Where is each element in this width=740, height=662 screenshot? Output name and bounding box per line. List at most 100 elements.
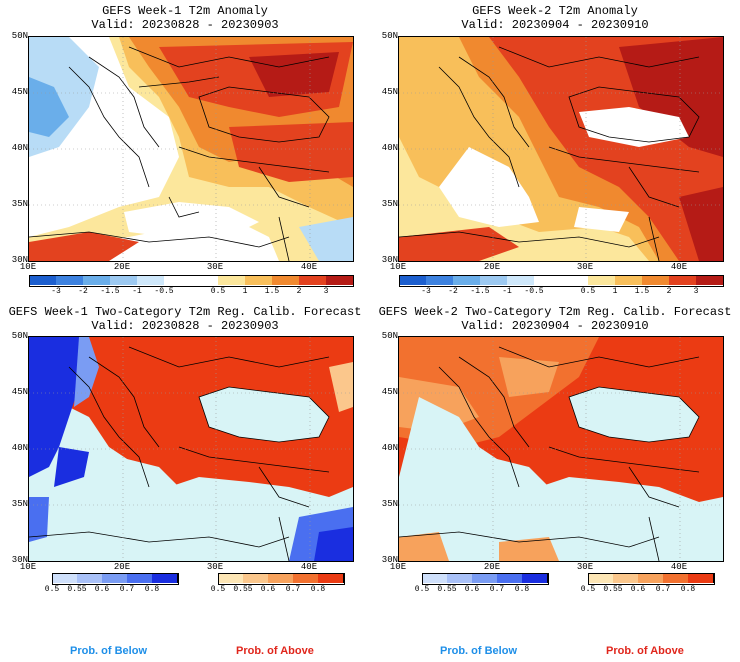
lat-label: 35N: [381, 199, 398, 209]
colorbar-tick-label: 0.5: [210, 585, 226, 594]
map-graphic: [29, 337, 353, 561]
lon-label: 10E: [389, 262, 407, 272]
colorbar-tick-label: 0.5: [580, 287, 596, 296]
lat-label: 35N: [11, 499, 28, 509]
colorbar-tick-label: -3: [421, 287, 431, 296]
colorbar-tick-label: 2: [296, 287, 302, 296]
colorbar-tick-label: -0.5: [154, 287, 174, 296]
lat-label: 30N: [11, 255, 28, 265]
panel-valid-dates: Valid: 20230904 - 20230910: [461, 18, 649, 32]
lon-label: 10E: [19, 562, 37, 572]
lat-label: 50N: [381, 331, 398, 341]
panel-title: GEFS Week-2 Two-Category T2m Reg. Calib.…: [378, 305, 732, 319]
lat-label: 40N: [11, 443, 28, 453]
colorbar-tick-label: 0.6: [630, 585, 646, 594]
colorbar-tick-label: 1: [242, 287, 248, 296]
lon-label: 40E: [300, 262, 318, 272]
colorbar-tick-label: 0.8: [310, 585, 326, 594]
lon-label: 30E: [206, 262, 224, 272]
lat-label: 40N: [381, 143, 398, 153]
colorbar-tick-label: -1.5: [100, 287, 120, 296]
colorbar-tick-label: -2: [448, 287, 458, 296]
colorbar-tick-label: 0.6: [94, 585, 110, 594]
prob-below-colorbar: 0.5 0.55 0.6 0.7 0.8: [415, 573, 549, 597]
colorbar-tick-label: 3: [323, 287, 329, 296]
panel-week1-anomaly: GEFS Week-1 T2m Anomaly Valid: 20230828 …: [0, 0, 370, 300]
colorbar-tick-label: -1: [132, 287, 142, 296]
colorbar-tick-label: -1: [502, 287, 512, 296]
colorbar-tick-label: 1.5: [264, 287, 280, 296]
lon-label: 30E: [576, 562, 594, 572]
lat-label: 50N: [11, 31, 28, 41]
lon-label: 30E: [576, 262, 594, 272]
colorbar-tick-label: 0.8: [680, 585, 696, 594]
colorbar-tick-label: 0.7: [489, 585, 505, 594]
lon-label: 30E: [206, 562, 224, 572]
colorbar-tick-label: 0.5: [210, 287, 226, 296]
map-graphic: [399, 37, 723, 261]
lat-label: 45N: [11, 87, 28, 97]
colorbar-tick-label: 1.5: [634, 287, 650, 296]
lat-label: 50N: [381, 31, 398, 41]
lat-label: 45N: [11, 387, 28, 397]
lat-label: 50N: [11, 331, 28, 341]
lat-label: 40N: [11, 143, 28, 153]
colorbar-tick-label: 0.55: [67, 585, 87, 594]
lon-label: 20E: [113, 562, 131, 572]
panel-week2-probability: GEFS Week-2 Two-Category T2m Reg. Calib.…: [370, 300, 740, 600]
panel-title: GEFS Week-1 T2m Anomaly: [102, 4, 268, 18]
panel-title: GEFS Week-2 T2m Anomaly: [472, 4, 638, 18]
anomaly-map-week1: [28, 36, 354, 262]
panel-week2-anomaly: GEFS Week-2 T2m Anomaly Valid: 20230904 …: [370, 0, 740, 300]
colorbar-tick-label: 0.7: [119, 585, 135, 594]
prob-below-colorbar: 0.5 0.55 0.6 0.7 0.8: [45, 573, 179, 597]
colorbar-tick-label: 0.7: [285, 585, 301, 594]
prob-below-label: Prob. of Below: [70, 645, 147, 657]
colorbar-tick-label: -1.5: [470, 287, 490, 296]
colorbar-tick-label: 0.8: [144, 585, 160, 594]
colorbar-tick-label: 0.5: [44, 585, 60, 594]
prob-above-colorbar: 0.5 0.55 0.6 0.7 0.8: [581, 573, 715, 597]
colorbar-tick-label: 0.5: [414, 585, 430, 594]
colorbar-tick-label: 1: [612, 287, 618, 296]
colorbar-tick-label: -3: [51, 287, 61, 296]
colorbar-tick-label: 0.7: [655, 585, 671, 594]
prob-below-label: Prob. of Below: [440, 645, 517, 657]
lat-label: 40N: [381, 443, 398, 453]
colorbar-tick-label: 0.55: [233, 585, 253, 594]
panel-valid-dates: Valid: 20230828 - 20230903: [91, 18, 279, 32]
lat-label: 30N: [11, 555, 28, 565]
lat-label: 45N: [381, 387, 398, 397]
probability-map-week2: [398, 336, 724, 562]
panel-title: GEFS Week-1 Two-Category T2m Reg. Calib.…: [8, 305, 362, 319]
anomaly-map-week2: [398, 36, 724, 262]
lon-label: 10E: [19, 262, 37, 272]
prob-above-colorbar: 0.5 0.55 0.6 0.7 0.8: [211, 573, 345, 597]
colorbar-tick-label: 0.55: [603, 585, 623, 594]
lat-label: 30N: [381, 255, 398, 265]
colorbar-tick-label: 2: [666, 287, 672, 296]
colorbar-tick-label: 0.6: [464, 585, 480, 594]
lat-label: 35N: [381, 499, 398, 509]
colorbar-tick-label: -2: [78, 287, 88, 296]
lon-label: 20E: [483, 562, 501, 572]
colorbar-tick-label: 0.5: [580, 585, 596, 594]
panel-week1-probability: GEFS Week-1 Two-Category T2m Reg. Calib.…: [0, 300, 370, 600]
map-graphic: [29, 37, 353, 261]
colorbar-tick-label: 0.6: [260, 585, 276, 594]
lat-label: 45N: [381, 87, 398, 97]
colorbar-tick-label: 0.55: [437, 585, 457, 594]
prob-above-label: Prob. of Above: [236, 645, 314, 657]
lon-label: 40E: [670, 262, 688, 272]
prob-above-label: Prob. of Above: [606, 645, 684, 657]
lon-label: 40E: [670, 562, 688, 572]
lon-label: 20E: [113, 262, 131, 272]
anomaly-colorbar: -3 -2 -1.5 -1 -0.5 0.5 1 1.5 2 3: [29, 275, 354, 299]
panel-valid-dates: Valid: 20230904 - 20230910: [461, 319, 649, 333]
map-graphic: [399, 337, 723, 561]
colorbar-tick-label: 0.8: [514, 585, 530, 594]
lat-label: 30N: [381, 555, 398, 565]
lon-label: 20E: [483, 262, 501, 272]
probability-map-week1: [28, 336, 354, 562]
colorbar-tick-label: 3: [693, 287, 699, 296]
